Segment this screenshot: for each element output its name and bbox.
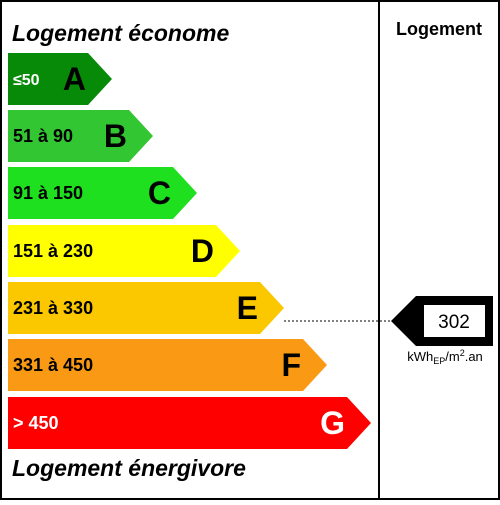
class-letter: D xyxy=(191,233,214,269)
class-letter: G xyxy=(320,405,345,441)
class-bar xyxy=(8,339,327,391)
unit-part: /m xyxy=(445,349,459,364)
indicator: 302 kWhEP/m2.an xyxy=(284,296,493,366)
class-letter: B xyxy=(104,118,127,154)
class-letter: F xyxy=(281,347,301,383)
class-range: 231 à 330 xyxy=(13,298,93,318)
class-letter: A xyxy=(63,61,86,97)
indicator-unit: kWhEP/m2.an xyxy=(407,348,483,366)
class-letter: C xyxy=(148,175,171,211)
class-bar xyxy=(8,167,197,219)
top-label: Logement économe xyxy=(12,20,229,46)
indicator-box xyxy=(424,305,485,337)
class-letter: E xyxy=(237,290,258,326)
bottom-label: Logement énergivore xyxy=(12,455,246,481)
class-bars: ≤50 A 51 à 90 B 91 à 150 C 151 à 230 D 231 à 330… xyxy=(8,53,371,449)
class-range: > 450 xyxy=(13,413,59,433)
unit-part: kWh xyxy=(407,349,433,364)
class-bar xyxy=(8,225,240,277)
unit-part: EP xyxy=(433,356,445,366)
column-title: Logement xyxy=(396,19,482,39)
unit-part: .an xyxy=(465,349,483,364)
class-bar xyxy=(8,53,112,105)
indicator-value: 302 xyxy=(438,312,470,333)
class-bar xyxy=(8,110,153,162)
class-range: 331 à 450 xyxy=(13,355,93,375)
class-range: 91 à 150 xyxy=(13,183,83,203)
class-range: 151 à 230 xyxy=(13,241,93,261)
class-range: ≤50 xyxy=(13,72,40,89)
unit-part: 2 xyxy=(460,348,465,358)
class-bar xyxy=(8,282,284,334)
class-bar xyxy=(8,397,371,449)
class-range: 51 à 90 xyxy=(13,126,73,146)
